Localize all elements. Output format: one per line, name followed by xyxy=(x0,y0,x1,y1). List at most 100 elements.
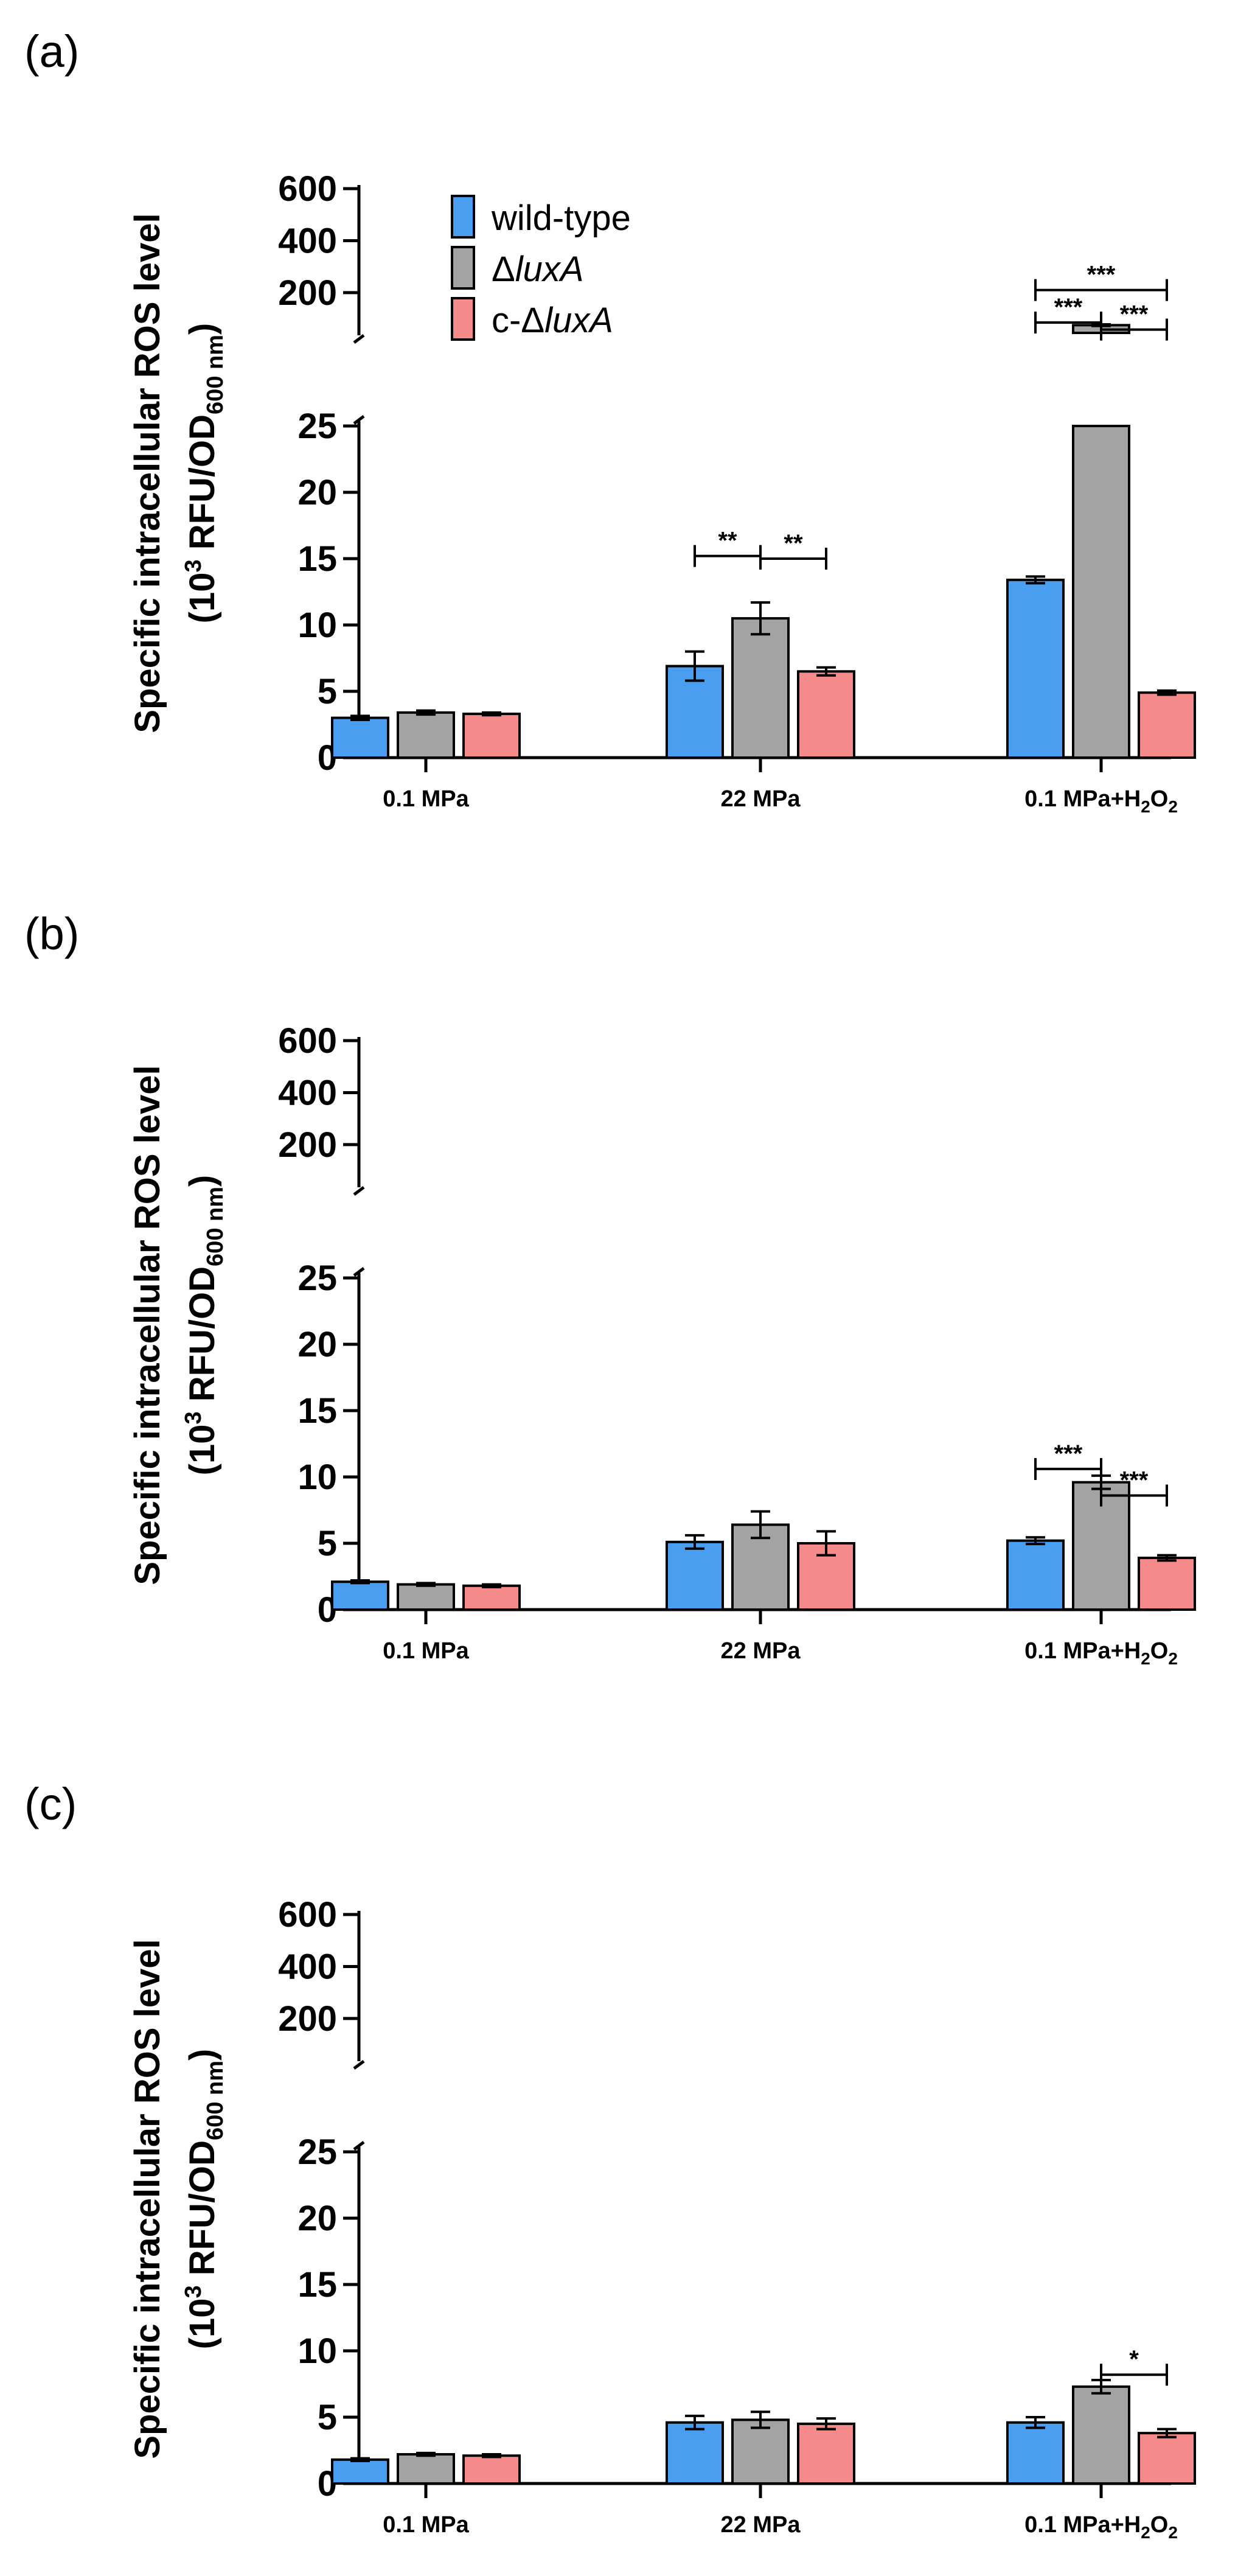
y-tick-label: 5 xyxy=(318,672,337,711)
bar xyxy=(462,713,521,759)
bar xyxy=(397,2453,455,2485)
x-label-sub: 2 xyxy=(1141,1649,1150,1668)
legend-swatch xyxy=(451,195,475,239)
y-tick-label: 600 xyxy=(278,1895,337,1935)
significance-label: * xyxy=(1129,2346,1139,2373)
ylabel-suffix: ) xyxy=(183,2049,222,2061)
ylabel-prefix: (10 xyxy=(183,573,222,624)
y-tick-label: 15 xyxy=(297,539,337,579)
y-tick-label: 5 xyxy=(318,2398,337,2437)
ylabel-prefix: (10 xyxy=(183,2299,222,2350)
y-tick-label: 10 xyxy=(297,1457,337,1497)
y-tick-label: 200 xyxy=(278,1999,337,2039)
x-tick-label: 0.1 MPa xyxy=(383,1638,469,1664)
ylabel-sub: 600 nm xyxy=(203,335,228,414)
x-label-text: 0.1 MPa xyxy=(383,2512,469,2538)
x-tick-label: 0.1 MPa xyxy=(383,2512,469,2538)
axis-break-mark xyxy=(353,334,365,344)
y-tick-label: 400 xyxy=(278,1947,337,1986)
x-label-after: O xyxy=(1150,786,1169,812)
significance-label: *** xyxy=(1054,294,1083,321)
legend-swatch xyxy=(451,246,475,290)
panel-label: (c) xyxy=(24,1779,77,1829)
bar xyxy=(1138,1556,1196,1611)
y-tick-label: 600 xyxy=(278,1021,337,1061)
ylabel-suffix: ) xyxy=(183,1175,222,1187)
y-tick-label: 25 xyxy=(297,407,337,446)
significance-label: *** xyxy=(1120,1467,1149,1494)
bar xyxy=(462,1584,521,1611)
ylabel-sub: 600 nm xyxy=(203,2061,228,2140)
legend-label-italic: luxA xyxy=(544,301,613,340)
bar xyxy=(331,1580,389,1611)
legend-label: ΔluxA xyxy=(492,250,584,289)
x-label-text: 0.1 MPa+H xyxy=(1024,1638,1141,1664)
bar xyxy=(731,617,790,759)
y-tick-label: 5 xyxy=(318,1524,337,1563)
bar xyxy=(666,2421,724,2485)
y-tick-label: 600 xyxy=(278,169,337,209)
x-label-text: 0.1 MPa xyxy=(383,786,469,812)
bar xyxy=(1138,691,1196,759)
x-label-after: O xyxy=(1150,1638,1169,1664)
bar xyxy=(1006,2421,1065,2485)
ylabel-sub: 600 nm xyxy=(203,1187,228,1266)
x-label-sub2: 2 xyxy=(1168,2523,1178,2542)
y-axis-label-line1: Specific intracellular ROS level xyxy=(128,213,167,733)
panel-label: (b) xyxy=(24,909,79,959)
y-axis-label-line2: (103 RFU/OD600 nm) xyxy=(181,2049,228,2350)
axis-break-mark xyxy=(353,1267,365,1277)
y-tick-label: 400 xyxy=(278,1073,337,1112)
legend-swatch xyxy=(451,297,475,341)
x-tick-label: 22 MPa xyxy=(721,1638,801,1664)
bar xyxy=(1072,1481,1130,1611)
x-tick-label: 0.1 MPa+H2O2 xyxy=(1024,1638,1178,1668)
bar xyxy=(666,1540,724,1611)
x-label-sub2: 2 xyxy=(1168,1649,1178,1668)
legend-label-prefix: Δ xyxy=(492,250,515,289)
ylabel-mid: RFU/OD xyxy=(183,1266,222,1411)
y-axis-label-line1: Specific intracellular ROS level xyxy=(128,1065,167,1585)
y-tick-label: 15 xyxy=(297,2265,337,2305)
x-label-text: 22 MPa xyxy=(721,2512,801,2538)
bar xyxy=(1072,2385,1130,2485)
y-tick-label: 25 xyxy=(297,2132,337,2172)
x-label-text: 0.1 MPa xyxy=(383,1638,469,1664)
significance-label: *** xyxy=(1087,262,1116,288)
x-tick-label: 0.1 MPa+H2O2 xyxy=(1024,786,1178,816)
bar xyxy=(397,1583,455,1611)
y-axis-label-line1: Specific intracellular ROS level xyxy=(128,1939,167,2459)
significance-label: ** xyxy=(784,530,803,557)
chart-panel-b: (b) Specific intracellular ROS level (103 … xyxy=(24,909,1196,1668)
bar xyxy=(1072,425,1130,759)
axis-break-mark xyxy=(353,2060,365,2070)
chart-panel-a: (a) Specific intracellular ROS level (103 … xyxy=(24,26,1196,816)
legend-label-prefix: c-Δ xyxy=(492,301,544,340)
legend-label: wild-type xyxy=(491,198,631,238)
bar xyxy=(397,711,455,759)
axis-break-mark xyxy=(353,2141,365,2151)
x-label-sub: 2 xyxy=(1141,797,1150,816)
y-tick-label: 20 xyxy=(297,1325,337,1364)
bar xyxy=(331,716,389,759)
bar xyxy=(731,2418,790,2485)
ylabel-sup: 3 xyxy=(181,2285,206,2298)
chart-panel-c: (c) Specific intracellular ROS level (103 … xyxy=(24,1779,1196,2542)
x-label-text: 0.1 MPa+H xyxy=(1024,2512,1141,2538)
panel-label: (a) xyxy=(24,26,79,77)
y-tick-label: 20 xyxy=(297,473,337,512)
bar xyxy=(797,670,855,759)
ylabel-suffix: ) xyxy=(183,323,222,335)
y-tick-label: 10 xyxy=(297,606,337,645)
legend-label-text: wild-type xyxy=(491,198,631,238)
ylabel-mid: RFU/OD xyxy=(183,2140,222,2285)
y-axis-label-line2: (103 RFU/OD600 nm) xyxy=(181,1175,228,1476)
y-axis-label-line2: (103 RFU/OD600 nm) xyxy=(181,323,228,624)
significance-label: *** xyxy=(1120,301,1149,328)
bar xyxy=(331,2458,389,2485)
y-tick-label: 200 xyxy=(278,273,337,313)
ylabel-sup: 3 xyxy=(181,559,206,572)
axis-break-mark xyxy=(353,415,365,425)
ylabel-prefix: (10 xyxy=(183,1425,222,1476)
